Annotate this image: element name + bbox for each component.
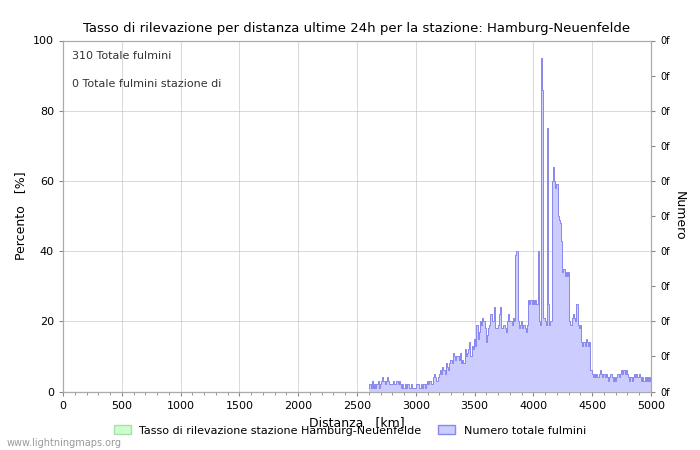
X-axis label: Distanza   [km]: Distanza [km] (309, 416, 405, 429)
Legend: Tasso di rilevazione stazione Hamburg-Neuenfelde, Numero totale fulmini: Tasso di rilevazione stazione Hamburg-Ne… (109, 421, 591, 440)
Title: Tasso di rilevazione per distanza ultime 24h per la stazione: Hamburg-Neuenfelde: Tasso di rilevazione per distanza ultime… (83, 22, 631, 35)
Y-axis label: Percento   [%]: Percento [%] (15, 172, 27, 260)
Text: www.lightningmaps.org: www.lightningmaps.org (7, 438, 122, 448)
Text: 0 Totale fulmini stazione di: 0 Totale fulmini stazione di (72, 79, 221, 89)
Y-axis label: Numero: Numero (673, 191, 686, 241)
Text: 310 Totale fulmini: 310 Totale fulmini (72, 51, 172, 61)
